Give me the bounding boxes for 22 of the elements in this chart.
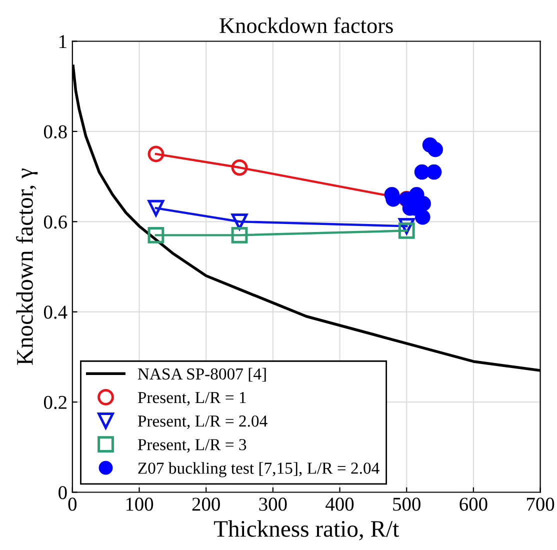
y-tick-label: 0.4	[44, 306, 68, 319]
legend-label: Present, L/R = 1	[138, 392, 246, 406]
y-tick-label: 0.6	[44, 215, 67, 229]
legend-label: Present, L/R = 3	[138, 439, 246, 453]
x-tick-label: 600	[460, 498, 488, 511]
x-axis-title: Thickness ratio, R/t	[214, 520, 399, 540]
legend-label: NASA SP-8007 [4]	[138, 368, 266, 382]
legend-label: Present, L/R = 2.04	[138, 415, 268, 430]
x-tick-label: 400	[326, 498, 354, 511]
y-axis-title: Knockdown factor, γ	[16, 168, 38, 365]
y-tick-label: 1	[60, 35, 66, 48]
chart-title: Knockdown factors	[220, 17, 393, 34]
y-tick-label: 0	[58, 486, 67, 500]
y-tick-label: 0.2	[44, 396, 66, 410]
x-tick-label: 100	[126, 498, 154, 511]
x-tick-label: 300	[259, 498, 287, 511]
x-tick-label: 200	[192, 498, 220, 511]
x-tick-label: 0	[68, 498, 77, 511]
y-tick-label: 0.8	[44, 125, 67, 138]
legend-label: Z07 buckling test [7,15], L/R = 2.04	[138, 462, 380, 478]
x-tick-label: 700	[526, 498, 554, 511]
x-tick-label: 500	[393, 498, 420, 511]
